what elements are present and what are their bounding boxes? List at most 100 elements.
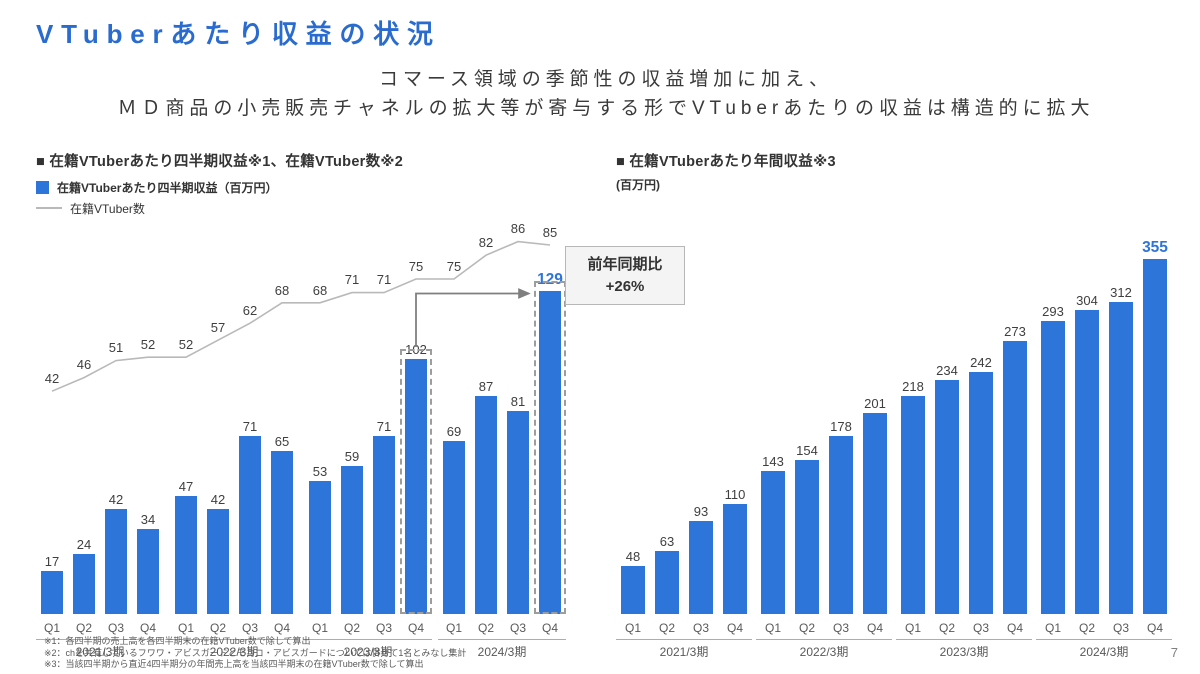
bar-value-label: 293 — [1042, 303, 1064, 319]
bar-slot: 304 — [1070, 294, 1104, 614]
bar-value-label: 24 — [76, 536, 92, 552]
bar — [239, 435, 261, 614]
bar-slot: 48 — [616, 550, 650, 614]
x-tick-label: Q1 — [311, 620, 328, 635]
x-tick-label: Q3 — [107, 620, 124, 635]
bar-slot: 218 — [896, 380, 930, 614]
bar — [935, 379, 959, 614]
page-number: 7 — [1170, 645, 1178, 660]
subtitle-line-1: コマース領域の季節性の収益増加に加え、 — [379, 69, 833, 90]
line-value-label: 52 — [140, 337, 156, 353]
bar-series: 17 24 42 34 47 42 71 65 53 59 71 102 69 87 81 129 — [36, 214, 580, 614]
bar-slot: 110 — [718, 488, 752, 614]
footnote-1: ※1：各四半期の売上高を各四半期末の在籍VTuber数で除して算出 — [44, 635, 311, 646]
bar — [621, 565, 645, 614]
line-value-label: 71 — [376, 272, 392, 288]
line-value-label: 75 — [408, 258, 424, 274]
x-tick-label: Q2 — [658, 620, 675, 635]
subtitle-line-2: ＭＤ商品の小売販売チャネルの拡大等が寄与する形でVTuberあたりの収益は構造的… — [117, 98, 1095, 120]
bar-value-label: 59 — [344, 448, 360, 464]
bar-slot: 201 — [858, 397, 892, 614]
bar-value-label: 242 — [970, 354, 992, 370]
annual-revenue-chart: ■ 在籍VTuberあたり年間収益※3 (百万円) 48 63 93 110 143 15… — [616, 150, 1176, 660]
yoy-annotation-label: 前年同期比 — [587, 255, 663, 273]
bar — [969, 371, 993, 614]
bar-value-label: 312 — [1110, 284, 1132, 300]
bar-slot: 293 — [1036, 305, 1070, 614]
x-tick-label: Q2 — [1078, 620, 1095, 635]
bar-value-label: 273 — [1004, 323, 1026, 339]
bar-slot: 63 — [650, 535, 684, 614]
x-tick-label: Q2 — [798, 620, 815, 635]
bar-slot: 47 — [170, 480, 202, 614]
bar — [207, 508, 229, 614]
bar-slot: 24 — [68, 538, 100, 614]
bar-value-label: 143 — [762, 453, 784, 469]
bar — [105, 508, 127, 614]
highlight-box — [400, 348, 432, 614]
bar-value-label: 355 — [1142, 239, 1168, 257]
line-value-label: 86 — [510, 221, 526, 237]
bar — [309, 480, 331, 614]
bar-value-label: 218 — [902, 378, 924, 394]
bar-slot: 17 — [36, 555, 68, 614]
bar-value-label: 304 — [1076, 292, 1098, 308]
bar — [73, 553, 95, 614]
annual-chart-header: ■ 在籍VTuberあたり年間収益※3 (百万円) — [616, 150, 1176, 214]
bar-value-label: 48 — [625, 548, 641, 564]
bar-slot: 154 — [790, 444, 824, 614]
bar — [901, 395, 925, 614]
year-group-label: 2021/3期 — [616, 638, 752, 660]
x-tick-label: Q3 — [832, 620, 849, 635]
bar-value-label: 42 — [108, 491, 124, 507]
bar — [655, 550, 679, 614]
year-group-label: 2024/3期 — [1036, 638, 1172, 660]
annual-chart-unit: (百万円) — [616, 177, 660, 192]
x-tick-label: Q3 — [241, 620, 258, 635]
bar-slot: 71 — [234, 420, 266, 614]
x-tick-label: Q1 — [43, 620, 60, 635]
bar-value-label: 34 — [140, 511, 156, 527]
year-group-label: 2022/3期 — [756, 638, 892, 660]
line-value-label: 57 — [210, 320, 226, 336]
year-group-label: 2024/3期 — [438, 638, 566, 660]
bar-slot: 53 — [304, 465, 336, 614]
bar-slot: 42 — [100, 493, 132, 614]
year-group-label: 2021/3期 — [36, 638, 164, 660]
bar — [475, 395, 497, 614]
quarterly-chart-legend: 在籍VTuberあたり四半期収益（百万円） 在籍VTuber数 — [36, 179, 580, 217]
quarterly-chart-header: ■ 在籍VTuberあたり四半期収益※1、在籍VTuber数※2 在籍VTube… — [36, 150, 580, 217]
line-value-label: 42 — [44, 371, 60, 387]
quarter-labels: Q1 Q2 Q3 Q4 Q1 Q2 Q3 Q4 Q1 Q2 Q3 Q4 Q1 Q2 Q3 Q4 — [36, 614, 580, 635]
bar-slot: 93 — [684, 505, 718, 614]
x-tick-label: Q1 — [904, 620, 921, 635]
quarterly-revenue-chart: ■ 在籍VTuberあたり四半期収益※1、在籍VTuber数※2 在籍VTube… — [36, 150, 580, 660]
quarter-labels: Q1 Q2 Q3 Q4 Q1 Q2 Q3 Q4 Q1 Q2 Q3 Q4 Q1 Q2 Q3 Q4 — [616, 614, 1176, 635]
bar — [41, 570, 63, 614]
bar-series: 48 63 93 110 143 154 178 201 218 234 242 273 293 304 3… — [616, 214, 1176, 614]
bar-slot: 65 — [266, 435, 298, 614]
bar — [795, 459, 819, 614]
bar — [507, 410, 529, 614]
annual-chart-plot: 48 63 93 110 143 154 178 201 218 234 242 273 293 304 3… — [616, 214, 1176, 614]
bar-slot: 87 — [470, 380, 502, 614]
x-tick-label: Q4 — [407, 620, 424, 635]
line-value-label: 51 — [108, 340, 124, 356]
bar-value-label: 53 — [312, 463, 328, 479]
bar-swatch-icon — [36, 180, 49, 194]
x-tick-label: Q1 — [764, 620, 781, 635]
bar — [1143, 258, 1167, 614]
bar-value-label: 71 — [376, 418, 392, 434]
x-tick-label: Q2 — [343, 620, 360, 635]
line-value-label: 68 — [274, 282, 290, 298]
x-tick-label: Q3 — [1112, 620, 1129, 635]
bar-value-label: 69 — [446, 423, 462, 439]
line-value-label: 68 — [312, 282, 328, 298]
year-group-label: 2022/3期 — [170, 638, 298, 660]
bar-slot: 242 — [964, 356, 998, 614]
bar — [829, 435, 853, 614]
line-value-label: 71 — [344, 272, 360, 288]
bar-value-label: 87 — [478, 378, 494, 394]
bar-slot: 69 — [438, 425, 470, 614]
